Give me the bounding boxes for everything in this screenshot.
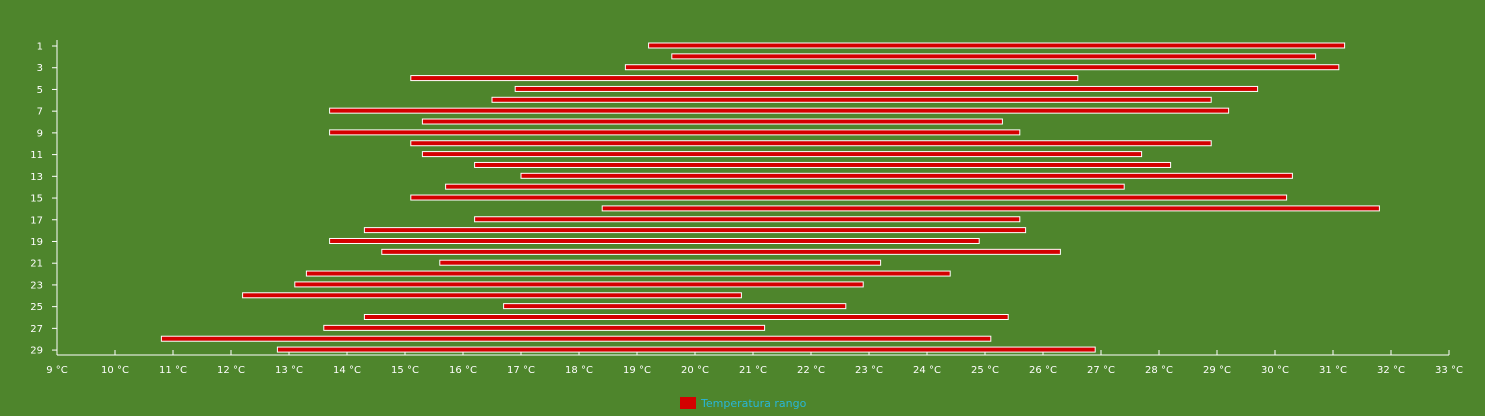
x-tick-label: 16 °C: [449, 365, 477, 376]
range-bar: [671, 53, 1317, 60]
x-tick-label: 10 °C: [101, 365, 129, 376]
range-bar: [445, 183, 1125, 190]
range-bar: [294, 281, 864, 288]
y-tick-label: 25: [30, 302, 43, 313]
x-tick-label: 17 °C: [507, 365, 535, 376]
y-tick-label: 3: [37, 63, 43, 74]
legend-swatch: [680, 397, 696, 409]
range-bar: [410, 194, 1288, 201]
range-bar: [410, 140, 1212, 147]
y-tick-label: 21: [30, 259, 43, 270]
x-tick-label: 23 °C: [855, 365, 883, 376]
range-bar: [276, 346, 1096, 353]
x-tick-label: 14 °C: [333, 365, 361, 376]
range-bar: [242, 292, 742, 299]
range-bar: [329, 107, 1230, 114]
range-bar: [421, 151, 1143, 158]
range-bar: [648, 42, 1346, 49]
range-bar: [363, 314, 1009, 320]
range-bar: [329, 237, 980, 244]
x-tick-label: 29 °C: [1203, 365, 1231, 376]
range-bar: [363, 227, 1027, 234]
y-tick-label: 7: [37, 107, 43, 118]
range-bar: [601, 205, 1380, 212]
x-tick-label: 20 °C: [681, 365, 709, 376]
range-bar: [474, 161, 1172, 168]
x-tick-label: 24 °C: [913, 365, 941, 376]
range-bar: [329, 129, 1021, 136]
x-tick-label: 22 °C: [797, 365, 825, 376]
range-bar: [381, 248, 1061, 255]
range-bar: [474, 216, 1021, 223]
x-tick-label: 9 °C: [46, 365, 68, 376]
range-bar: [514, 85, 1259, 92]
y-tick-label: 5: [37, 85, 43, 96]
range-bar: [439, 259, 882, 266]
range-bar: [410, 75, 1079, 82]
range-bar: [624, 64, 1340, 71]
x-tick-label: 31 °C: [1319, 365, 1347, 376]
legend: Temperatura rango: [680, 396, 806, 410]
range-bar: [503, 303, 847, 310]
y-tick-label: 1: [37, 42, 43, 53]
x-tick-label: 33 °C: [1435, 365, 1463, 376]
y-tick-label: 11: [30, 150, 43, 161]
x-tick-label: 11 °C: [159, 365, 187, 376]
x-tick-label: 21 °C: [739, 365, 767, 376]
x-tick-label: 32 °C: [1377, 365, 1405, 376]
y-tick-label: 15: [30, 194, 43, 205]
range-bar: [421, 118, 1003, 125]
range-bar: [305, 270, 951, 277]
x-tick-label: 15 °C: [391, 365, 419, 376]
range-bar: [520, 172, 1293, 179]
y-tick-label: 9: [37, 128, 43, 139]
x-tick-label: 13 °C: [275, 365, 303, 376]
x-tick-label: 12 °C: [217, 365, 245, 376]
y-tick-label: 19: [30, 237, 43, 248]
x-tick-label: 27 °C: [1087, 365, 1115, 376]
range-bar: [160, 335, 992, 342]
y-tick-label: 29: [30, 346, 43, 357]
y-tick-label: 17: [30, 215, 43, 226]
x-tick-label: 19 °C: [623, 365, 651, 376]
y-tick-label: 23: [30, 280, 43, 291]
range-bar: [491, 96, 1212, 103]
x-tick-label: 28 °C: [1145, 365, 1173, 376]
y-tick-label: 13: [30, 172, 43, 183]
range-bar: [323, 324, 766, 331]
x-tick-label: 18 °C: [565, 365, 593, 376]
x-tick-label: 30 °C: [1261, 365, 1289, 376]
legend-label: Temperatura rango: [701, 396, 807, 410]
x-tick-label: 25 °C: [971, 365, 999, 376]
y-tick-label: 27: [30, 324, 43, 335]
x-tick-label: 26 °C: [1029, 365, 1057, 376]
